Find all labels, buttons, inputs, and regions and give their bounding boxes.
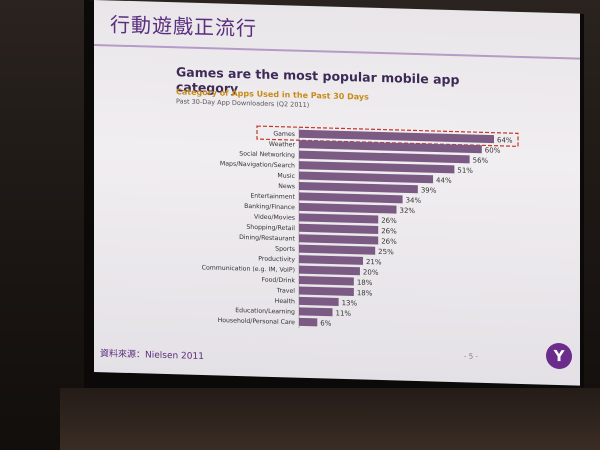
bar-banking-finance	[299, 202, 397, 214]
category-label-communication-e-g-im-voip: Communication (e.g. IM, VoIP)	[202, 264, 295, 274]
value-label-music: 44%	[436, 176, 452, 184]
value-label-shopping-retail: 26%	[381, 227, 397, 235]
bar-education-learning	[299, 307, 333, 317]
bar-shopping-retail	[299, 223, 379, 234]
bar-travel	[299, 286, 354, 297]
category-label-social-networking: Social Networking	[239, 150, 295, 159]
bar-music	[299, 171, 434, 184]
category-label-music: Music	[277, 172, 295, 180]
bar-sports	[299, 244, 376, 255]
value-label-education-learning: 11%	[336, 309, 352, 317]
category-label-shopping-retail: Shopping/Retail	[246, 224, 295, 232]
bar-chart: Games 64% Weather 60% Social Networking 56% Ma…	[202, 125, 519, 329]
presentation-slide: 行動遊戲正流行 Games are the most popular mobil…	[94, 0, 580, 386]
category-label-education-learning: Education/Learning	[235, 307, 295, 316]
value-label-weather: 60%	[485, 146, 501, 154]
category-label-dining-restaurant: Dining/Restaurant	[239, 234, 295, 243]
value-label-travel: 18%	[357, 289, 373, 297]
bar-entertainment	[299, 192, 403, 204]
category-label-travel: Travel	[276, 287, 296, 295]
category-label-health: Health	[275, 298, 295, 306]
value-label-household-personal-care: 6%	[320, 319, 331, 327]
category-label-maps-navigation-search: Maps/Navigation/Search	[220, 160, 295, 169]
value-label-banking-finance: 32%	[400, 207, 416, 215]
bar-household-personal-care	[299, 317, 318, 327]
stage-floor	[60, 388, 600, 450]
value-label-health: 13%	[342, 299, 358, 307]
value-label-sports: 25%	[378, 248, 394, 256]
bar-news	[299, 181, 418, 194]
bar-food-drink	[299, 276, 354, 286]
category-label-games: Games	[273, 131, 295, 139]
category-label-food-drink: Food/Drink	[262, 276, 296, 284]
bar-productivity	[299, 255, 363, 265]
value-label-maps-navigation-search: 51%	[457, 167, 473, 175]
bar-social-networking	[299, 150, 470, 164]
bar-health	[299, 296, 339, 307]
value-label-entertainment: 34%	[406, 196, 422, 204]
category-label-weather: Weather	[269, 141, 296, 149]
bar-dining-restaurant	[299, 234, 379, 245]
value-label-productivity: 21%	[366, 258, 382, 266]
bar-weather	[299, 140, 482, 154]
bar-maps-navigation-search	[299, 161, 455, 174]
page-number: - 5 -	[464, 352, 478, 361]
value-label-social-networking: 56%	[473, 156, 489, 164]
bar-video-movies	[299, 213, 379, 224]
bar-games	[299, 129, 494, 144]
value-label-news: 39%	[421, 186, 437, 194]
value-label-video-movies: 26%	[381, 217, 397, 225]
category-label-banking-finance: Banking/Finance	[244, 203, 295, 211]
category-label-entertainment: Entertainment	[250, 193, 295, 201]
category-label-sports: Sports	[275, 246, 295, 254]
bar-communication-e-g-im-voip	[299, 265, 360, 276]
yahoo-logo-icon: Y	[546, 342, 572, 370]
value-label-games: 64%	[497, 136, 513, 144]
category-label-household-personal-care: Household/Personal Care	[218, 317, 296, 326]
value-label-communication-e-g-im-voip: 20%	[363, 268, 379, 276]
category-label-video-movies: Video/Movies	[254, 214, 295, 222]
category-label-news: News	[278, 183, 295, 190]
value-label-food-drink: 18%	[357, 279, 373, 287]
category-label-productivity: Productivity	[258, 255, 295, 263]
value-label-dining-restaurant: 26%	[381, 238, 397, 246]
